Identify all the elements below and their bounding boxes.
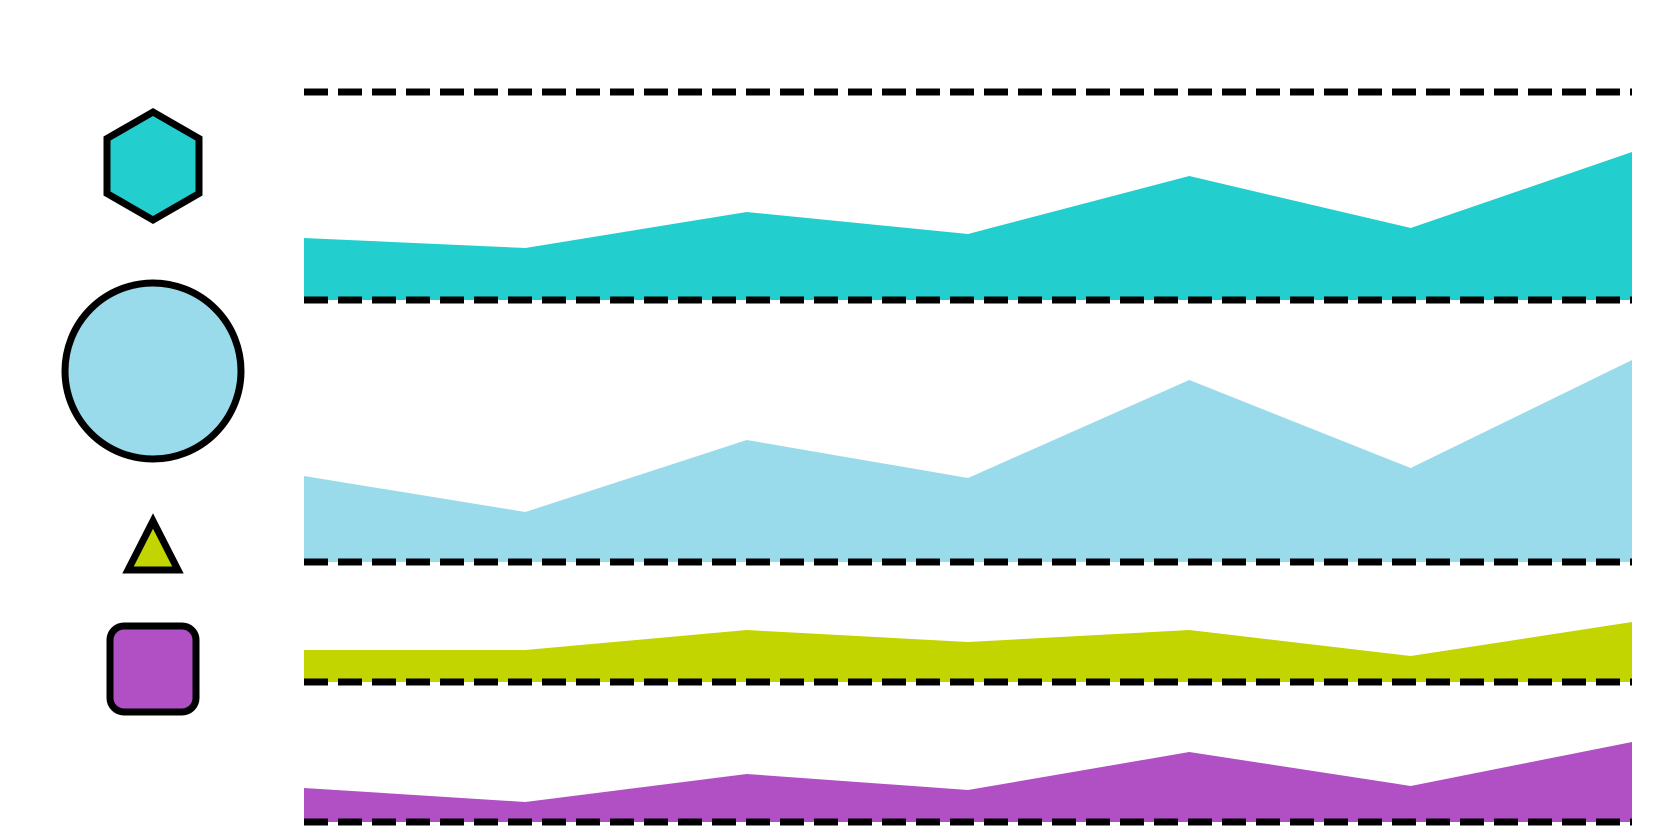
area-series-1	[304, 152, 1632, 300]
legend-icons	[61, 107, 245, 716]
area-series-2	[304, 360, 1632, 562]
rounded-square-icon	[106, 622, 200, 716]
baseline-layer	[304, 88, 1632, 826]
area-layer	[304, 152, 1632, 822]
area-series-3	[304, 622, 1632, 682]
area-series-4	[304, 742, 1632, 822]
hexagon-icon	[103, 107, 203, 225]
triangle-icon	[122, 513, 184, 574]
circle-icon	[61, 279, 245, 463]
